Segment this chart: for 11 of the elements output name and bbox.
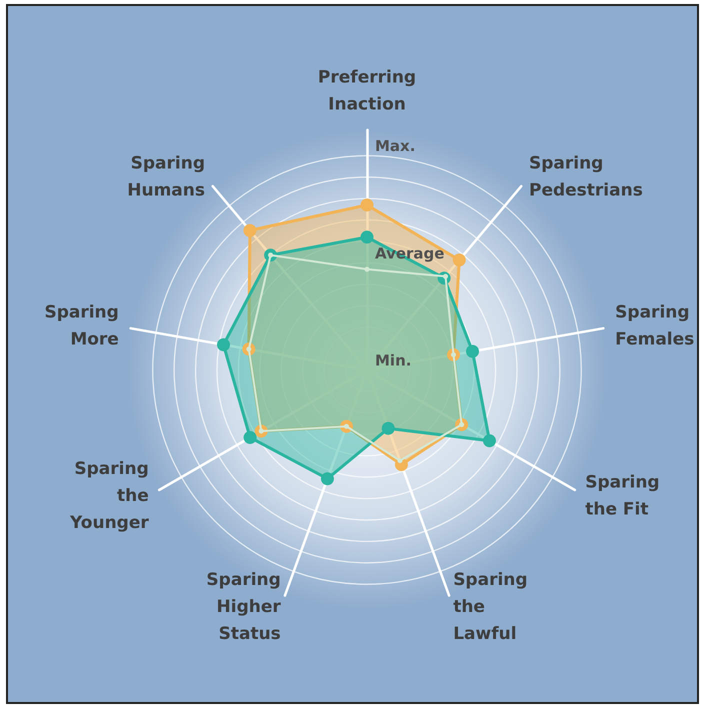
spoke-label: Sparing the Lawful: [453, 570, 528, 644]
spoke-label: Sparing Females: [615, 302, 694, 350]
spoke-label: Sparing the Fit: [585, 472, 660, 520]
spoke-label: Sparing Pedestrians: [528, 153, 643, 200]
spoke-label: Sparing the Younger: [69, 459, 150, 533]
spoke-label: Preferring Inaction: [318, 68, 416, 114]
y-tick-label: Max.: [375, 137, 416, 156]
y-tick-label: Min.: [375, 352, 412, 370]
spoke-label: Sparing Higher Status: [206, 570, 282, 644]
spoke-label: Sparing Humans: [127, 153, 206, 200]
spoke-label: Sparing More: [44, 302, 119, 350]
